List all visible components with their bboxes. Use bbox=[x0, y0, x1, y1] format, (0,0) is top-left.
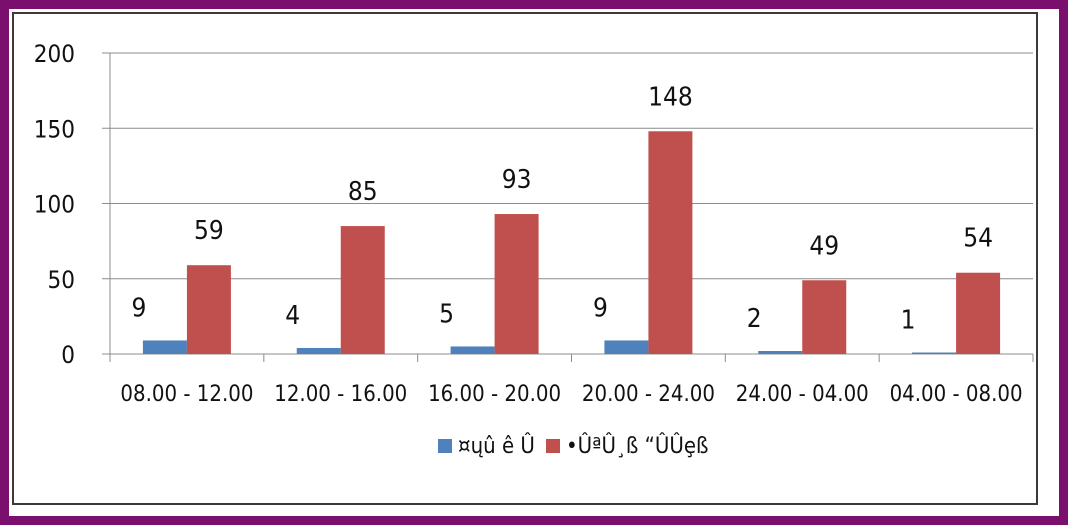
data-label: 9 bbox=[131, 293, 146, 323]
legend-label: ¤ųû ê Û bbox=[458, 433, 535, 459]
bar bbox=[142, 340, 187, 354]
bar bbox=[340, 226, 385, 354]
data-label: 148 bbox=[648, 82, 693, 112]
bar bbox=[648, 131, 693, 354]
data-label: 4 bbox=[285, 301, 300, 331]
y-tick-label: 50 bbox=[48, 266, 75, 294]
legend-swatch bbox=[546, 439, 560, 453]
bar bbox=[186, 265, 231, 354]
x-category-label: 12.00 - 16.00 bbox=[274, 382, 407, 407]
data-label: 59 bbox=[194, 216, 224, 246]
x-category-label: 16.00 - 20.00 bbox=[428, 382, 561, 407]
legend-label: •ÛªÛ¸ß “ÛÛȩß bbox=[566, 433, 709, 459]
bar bbox=[956, 272, 1001, 354]
y-tick-label: 200 bbox=[34, 40, 75, 68]
bar bbox=[494, 214, 539, 354]
x-category-label: 08.00 - 12.00 bbox=[120, 382, 253, 407]
data-label: 93 bbox=[502, 165, 532, 195]
y-tick-label: 0 bbox=[61, 341, 75, 369]
bar bbox=[758, 350, 803, 354]
data-label: 1 bbox=[901, 305, 916, 335]
x-category-label: 20.00 - 24.00 bbox=[582, 382, 715, 407]
legend-swatch bbox=[438, 439, 452, 453]
bar bbox=[604, 340, 649, 354]
bar bbox=[802, 280, 847, 354]
bar bbox=[296, 347, 341, 354]
y-tick-label: 150 bbox=[34, 115, 75, 143]
x-category-label: 24.00 - 04.00 bbox=[736, 382, 869, 407]
data-label: 85 bbox=[348, 177, 378, 207]
data-label: 54 bbox=[963, 224, 993, 254]
data-label: 9 bbox=[593, 293, 608, 323]
data-label: 2 bbox=[747, 304, 762, 334]
data-label: 49 bbox=[809, 231, 839, 261]
y-tick-label: 100 bbox=[34, 191, 75, 219]
data-label: 5 bbox=[439, 299, 454, 329]
bar bbox=[912, 352, 957, 354]
x-category-label: 04.00 - 08.00 bbox=[890, 382, 1023, 407]
bar bbox=[450, 346, 495, 354]
